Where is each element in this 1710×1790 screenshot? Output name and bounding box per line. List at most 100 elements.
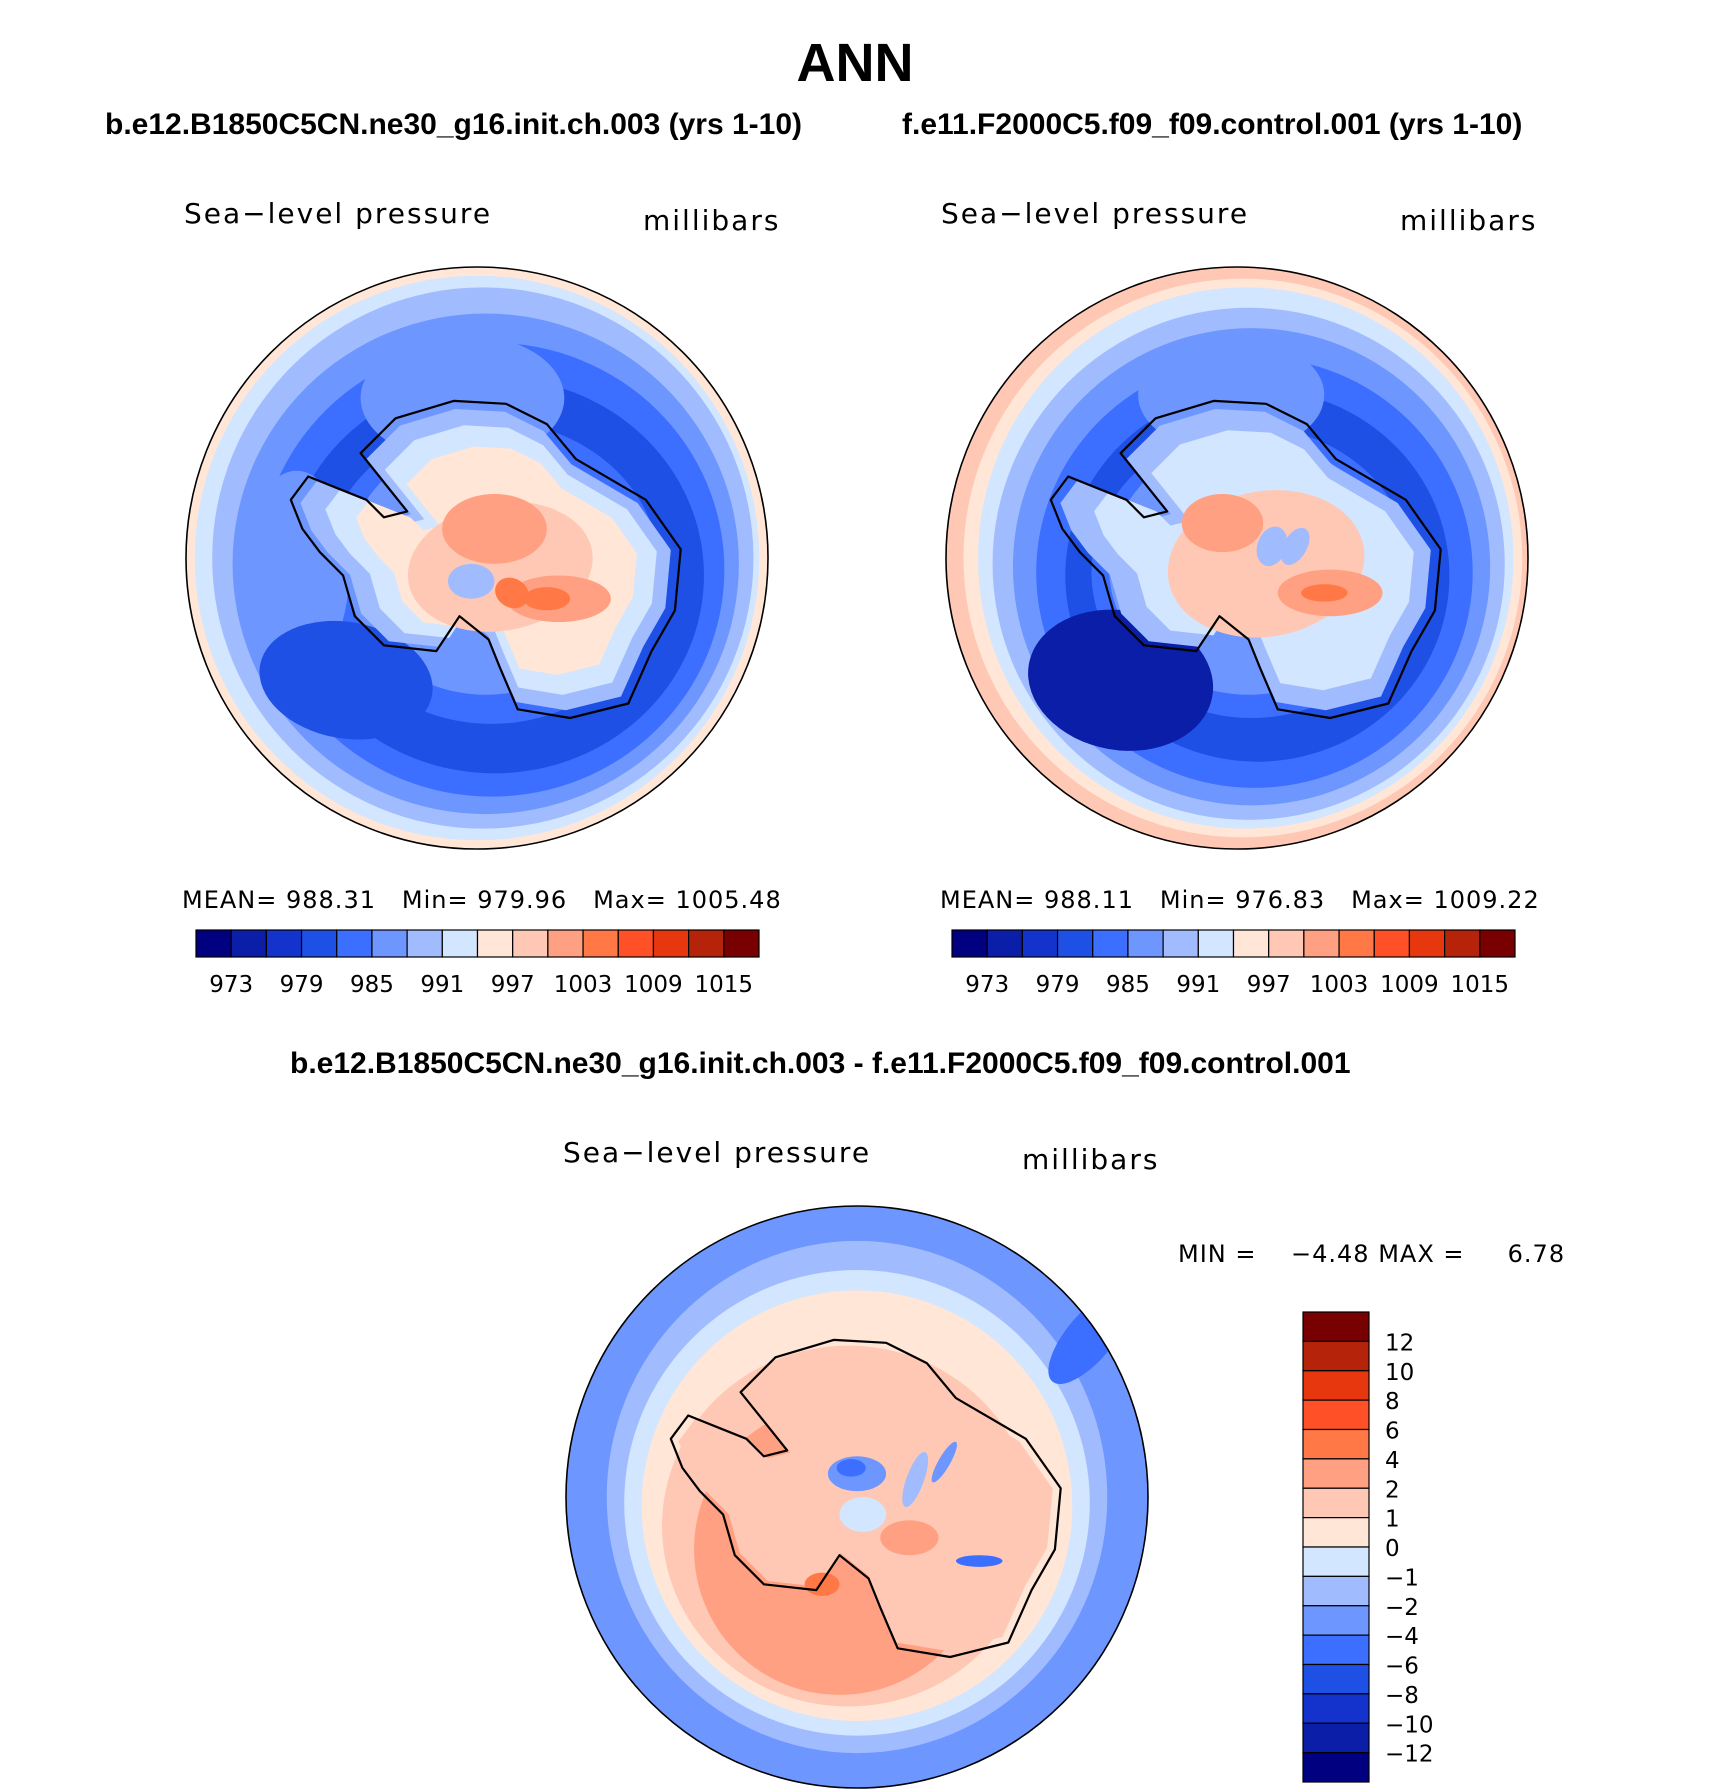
left-colorbar-swatch	[195, 929, 232, 958]
max-value: 1005.48	[675, 886, 782, 914]
right-panel-units-label: millibars	[1400, 204, 1538, 237]
right-map-contour-cell	[1301, 584, 1348, 602]
left-colorbar-tick-label: 973	[209, 972, 253, 998]
mean-value: 988.11	[1044, 886, 1134, 914]
left-map-contour-cell	[447, 563, 495, 599]
diff-colorbar-tick-label: 2	[1385, 1477, 1400, 1503]
left-colorbar-swatch	[652, 929, 690, 958]
right-colorbar-tick-label: 1015	[1451, 972, 1510, 998]
right-map-contour-cell	[1256, 526, 1288, 567]
diff-colorbar-swatch	[1302, 1517, 1370, 1548]
min-label: Min=	[401, 886, 469, 914]
diff-colorbar-swatch	[1302, 1340, 1370, 1372]
diff-map-coastline	[669, 1338, 1062, 1659]
left-map-field	[186, 267, 768, 849]
right-colorbar-swatch	[1127, 929, 1164, 958]
left-colorbar-swatch	[476, 929, 514, 958]
diff-colorbar-swatch	[1302, 1722, 1370, 1754]
figure-title: ANN	[796, 33, 914, 93]
left-colorbar-tick-label: 979	[280, 972, 324, 998]
left-colorbar-swatch	[688, 929, 725, 958]
left-colorbar-swatch	[512, 929, 549, 958]
left-colorbar-tick-label: 997	[491, 972, 535, 998]
right-colorbar-swatch	[1373, 929, 1411, 958]
left-colorbar-swatch	[230, 929, 267, 958]
diff-colorbar-tick-label: 4	[1385, 1448, 1400, 1474]
right-panel-stats: MEAN= 988.11 Min= 976.83 Max= 1009.22	[940, 886, 1540, 914]
right-map-contour-cell	[1028, 609, 1214, 751]
left-colorbar-swatch	[300, 929, 338, 958]
difference-panel-variable-label: Sea−level pressure	[563, 1136, 872, 1169]
right-colorbar-swatch	[1479, 929, 1516, 958]
right-map-contour-cell	[1280, 527, 1310, 565]
right-colorbar-swatch	[1197, 929, 1235, 958]
diff-colorbar-swatch	[1302, 1311, 1370, 1342]
diff-colorbar-tick-label: 6	[1385, 1419, 1400, 1445]
right-map-field	[946, 267, 1528, 849]
diff-map-contour-cell	[880, 1520, 939, 1556]
left-colorbar-tick-label: 1015	[695, 972, 754, 998]
diff-colorbar-tick-label: −2	[1385, 1595, 1419, 1621]
right-colorbar-tick-label: 1009	[1380, 972, 1439, 998]
min-label: MIN =	[1178, 1240, 1257, 1268]
diff-colorbar-swatch	[1302, 1546, 1370, 1577]
left-colorbar-swatch	[723, 929, 760, 958]
min-value: −4.48	[1291, 1240, 1370, 1268]
right-panel-case-title: f.e11.F2000C5.f09_f09.control.001 (yrs 1…	[902, 108, 1523, 141]
mean-label: MEAN=	[182, 886, 278, 914]
right-map-contour-cell	[1181, 493, 1264, 553]
right-colorbar-swatch	[1021, 929, 1059, 958]
diff-colorbar-tick-label: 1	[1385, 1507, 1400, 1533]
left-map-coastline	[289, 399, 682, 720]
diff-colorbar-swatch	[1302, 1575, 1370, 1607]
right-colorbar-swatch	[986, 929, 1023, 958]
diff-colorbar-swatch	[1302, 1487, 1370, 1519]
diff-colorbar-swatch	[1302, 1428, 1370, 1460]
left-map-contour-cell	[259, 620, 433, 740]
diff-colorbar-tick-label: −10	[1385, 1712, 1434, 1738]
diff-colorbar-swatch	[1302, 1605, 1370, 1636]
diff-colorbar-tick-label: 8	[1385, 1389, 1400, 1415]
diff-colorbar-swatch	[1302, 1752, 1370, 1783]
left-panel-variable-label: Sea−level pressure	[184, 197, 493, 230]
left-colorbar-swatch	[336, 929, 373, 958]
right-colorbar-swatch	[1092, 929, 1129, 958]
right-colorbar-tick-label: 979	[1036, 972, 1080, 998]
left-map-contour-cell	[523, 587, 571, 611]
left-colorbar-swatch	[441, 929, 479, 958]
diff-colorbar-swatch	[1302, 1634, 1370, 1666]
left-panel-stats: MEAN= 988.31 Min= 979.96 Max= 1005.48	[182, 886, 782, 914]
left-colorbar-swatch	[582, 929, 619, 958]
left-map-contour-cell	[442, 493, 547, 564]
diff-colorbar-tick-label: −4	[1385, 1624, 1419, 1650]
left-panel-units-label: millibars	[643, 204, 781, 237]
diff-colorbar-tick-label: 10	[1385, 1360, 1414, 1386]
diff-map-contour-cell	[839, 1497, 887, 1532]
right-map-coastline	[1049, 399, 1442, 720]
left-colorbar-tick-label: 1009	[624, 972, 683, 998]
right-colorbar-tick-label: 985	[1106, 972, 1150, 998]
left-colorbar-swatch	[617, 929, 655, 958]
right-colorbar-tick-label: 973	[965, 972, 1009, 998]
right-colorbar-swatch	[1232, 929, 1270, 958]
right-colorbar-swatch	[1444, 929, 1481, 958]
diff-map-field	[566, 1206, 1148, 1788]
diff-map-map-border	[565, 1205, 1149, 1789]
right-colorbar-swatch	[1338, 929, 1375, 958]
diff-colorbar-tick-label: 0	[1385, 1536, 1400, 1562]
diff-colorbar-swatch	[1302, 1399, 1370, 1431]
max-label: Max=	[1351, 886, 1425, 914]
left-colorbar-tick-label: 985	[350, 972, 394, 998]
right-colorbar-tick-label: 991	[1176, 972, 1220, 998]
left-map-map-border	[185, 266, 769, 850]
max-value: 1009.22	[1433, 886, 1540, 914]
right-colorbar-tick-label: 997	[1247, 972, 1291, 998]
max-label: Max=	[593, 886, 667, 914]
diff-colorbar-tick-label: −8	[1385, 1683, 1419, 1709]
right-colorbar-swatch	[1162, 929, 1199, 958]
min-value: 979.96	[477, 886, 568, 914]
diff-colorbar-swatch	[1302, 1693, 1370, 1724]
diff-map-contour-cell	[836, 1459, 866, 1477]
diff-map-contour-cell	[804, 1572, 840, 1596]
diff-colorbar-swatch	[1302, 1458, 1370, 1489]
